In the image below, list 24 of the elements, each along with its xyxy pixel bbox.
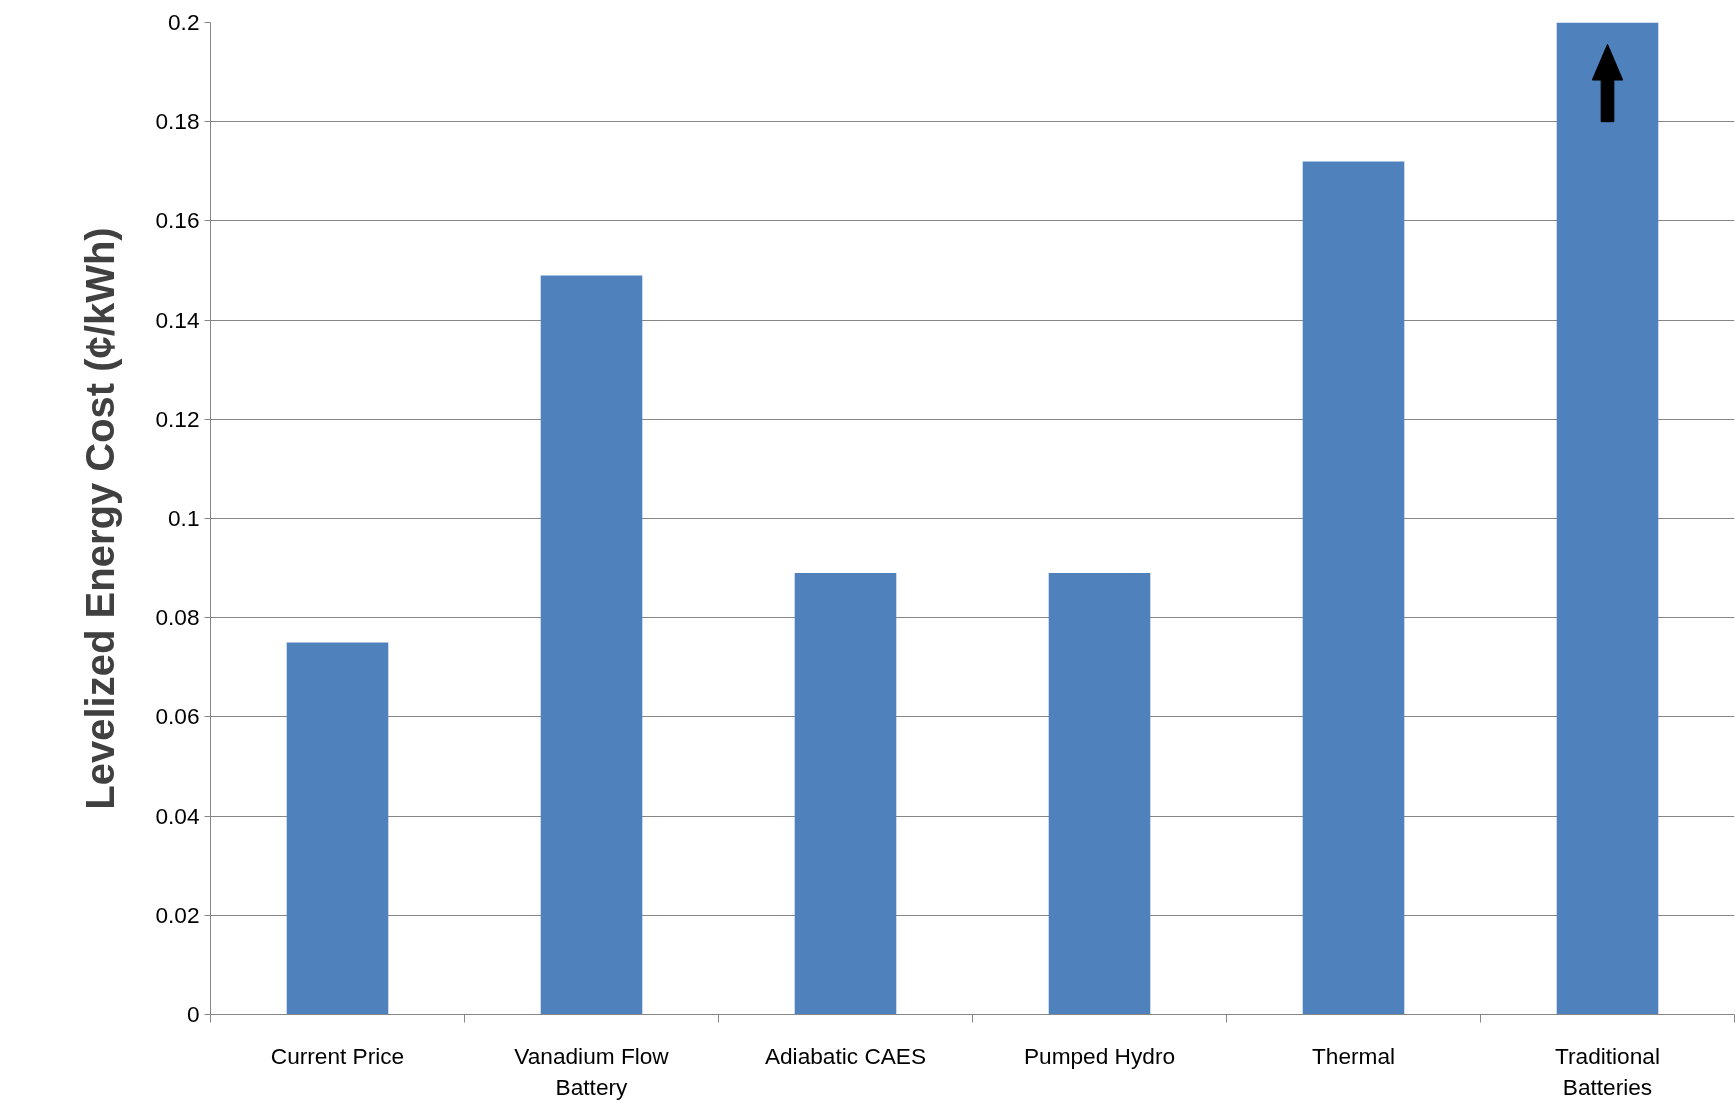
x-tick-label: Pumped Hydro — [1023, 1042, 1176, 1069]
y-tick-label: 0.2 — [168, 9, 200, 35]
x-tick-label: Vanadium Flow Battery — [514, 1042, 670, 1100]
y-tick-label: 0.08 — [155, 604, 200, 631]
bar — [540, 275, 643, 1015]
bar — [286, 642, 389, 1015]
bar — [794, 573, 897, 1015]
y-tick-label: 0.18 — [155, 108, 200, 135]
bar — [1048, 573, 1151, 1015]
y-tick-label: 0.12 — [155, 405, 200, 432]
y-axis-title: Levelized Energy Cost (¢/kWh) — [78, 227, 123, 810]
bar — [1556, 22, 1659, 1015]
y-tick-label: 0.06 — [155, 703, 200, 730]
bar — [1302, 161, 1405, 1015]
y-tick-label: 0 — [186, 1001, 200, 1027]
x-tick-label: Traditional Batteries — [1555, 1042, 1660, 1100]
x-tick-label: Thermal — [1311, 1042, 1396, 1069]
x-tick-label: Adiabatic CAES — [764, 1042, 927, 1069]
x-tick-label: Current Price — [270, 1042, 405, 1069]
y-tick-label: 0.1 — [168, 505, 200, 531]
y-tick-label: 0.16 — [155, 207, 200, 234]
y-tick-label: 0.02 — [155, 901, 200, 928]
y-tick-label: 0.04 — [155, 802, 200, 829]
y-tick-label: 0.14 — [155, 306, 200, 333]
